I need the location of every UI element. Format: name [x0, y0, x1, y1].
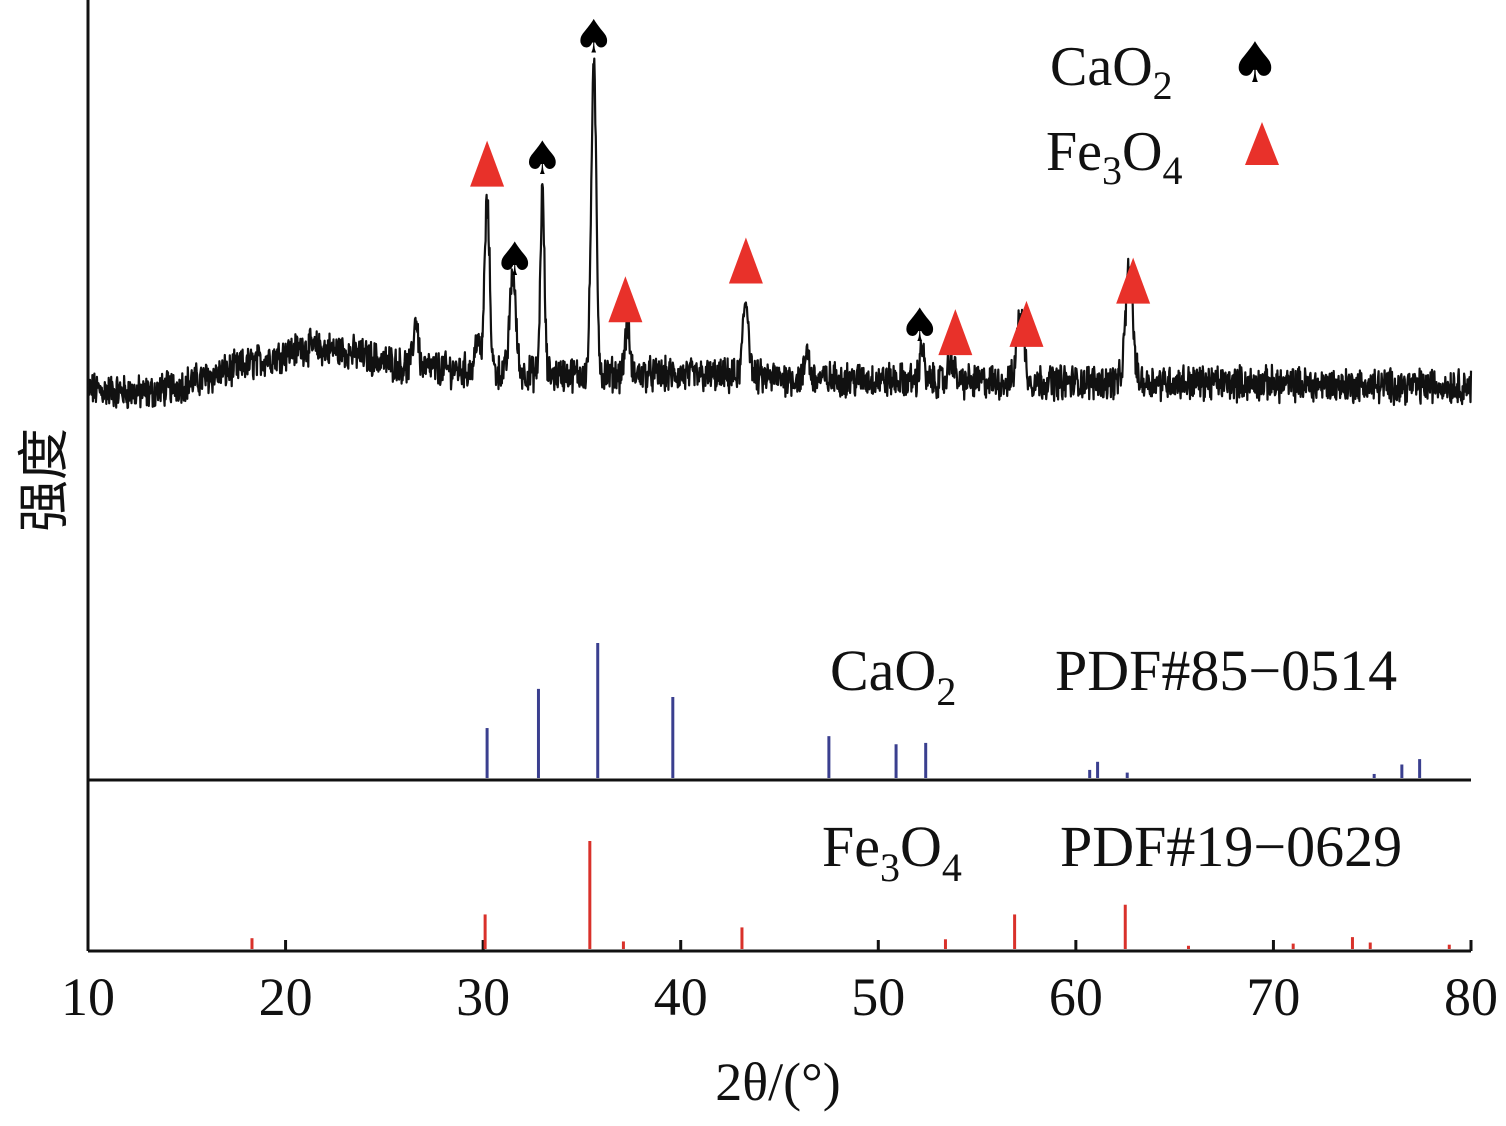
spade-marker: ♠ — [899, 298, 940, 352]
x-tick-label-30: 30 — [456, 967, 510, 1027]
x-tick-label-60: 60 — [1049, 967, 1103, 1027]
x-tick-label-40: 40 — [654, 967, 708, 1027]
triangle-marker — [1116, 257, 1151, 304]
x-tick-label-70: 70 — [1246, 967, 1300, 1027]
spade-marker: ♠ — [573, 9, 614, 63]
reference-pdf-cao2: PDF#85−0514 — [1055, 638, 1397, 703]
x-tick-label-20: 20 — [259, 967, 313, 1027]
triangle-icon — [1245, 122, 1279, 165]
triangle-marker — [938, 309, 973, 356]
legend: CaO2 ♠ Fe3O4 — [1046, 31, 1280, 193]
x-tick-label-80: 80 — [1444, 967, 1498, 1027]
reference-label-fe3o4: Fe3O4 — [822, 814, 962, 890]
triangle-marker — [728, 237, 763, 284]
reference-label-cao2: CaO2 — [830, 638, 956, 714]
reference-bars — [250, 643, 1451, 949]
y-axis-title: 强度 — [15, 428, 75, 532]
x-tick-label-50: 50 — [851, 967, 905, 1027]
spade-marker: ♠ — [522, 131, 563, 185]
xrd-pattern-line — [86, 57, 1473, 410]
x-tick-label-10: 10 — [61, 967, 115, 1027]
triangle-marker — [470, 140, 505, 187]
spade-marker: ♠ — [494, 232, 535, 286]
triangle-marker — [608, 276, 643, 323]
x-axis-ticks: 10 20 30 40 50 60 70 80 — [61, 940, 1498, 1027]
peak-markers: ♠ ♠ ♠ ♠ — [470, 9, 1151, 356]
triangle-marker — [1009, 300, 1044, 347]
legend-entry-fe3o4: Fe3O4 — [1046, 121, 1182, 193]
x-axis-title: 2θ/(°) — [715, 1052, 840, 1112]
legend-entry-cao2: CaO2 — [1050, 36, 1173, 108]
spade-icon: ♠ — [1230, 31, 1280, 96]
reference-pdf-fe3o4: PDF#19−0629 — [1060, 814, 1402, 879]
